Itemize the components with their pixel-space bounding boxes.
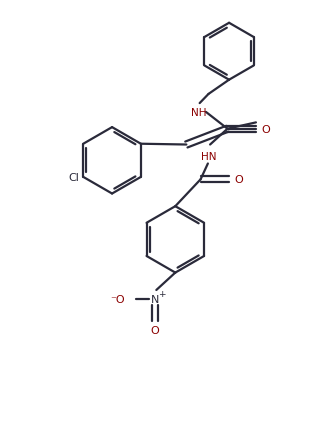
Text: O: O [262, 124, 271, 134]
Text: ⁻O: ⁻O [110, 295, 125, 305]
Text: Cl: Cl [69, 173, 79, 182]
Text: +: + [158, 290, 166, 299]
Text: HN: HN [201, 151, 216, 161]
Text: N: N [151, 295, 159, 305]
Text: O: O [150, 325, 159, 335]
Text: NH: NH [191, 108, 207, 118]
Text: O: O [235, 175, 243, 185]
